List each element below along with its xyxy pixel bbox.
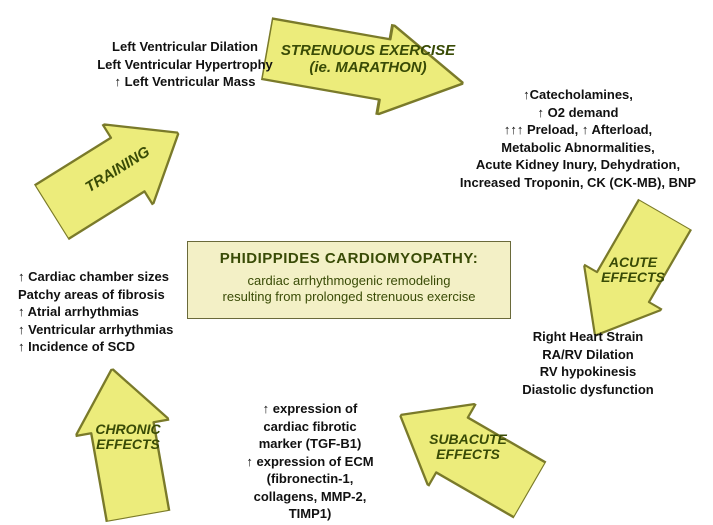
- center-subtitle: cardiac arrhythmogenic remodeling result…: [200, 273, 498, 306]
- center-title: PHIDIPPIDES CARDIOMYOPATHY:: [200, 250, 498, 267]
- text-top-left: Left Ventricular DilationLeft Ventricula…: [80, 38, 290, 91]
- text-bottom-center: ↑ expression ofcardiac fibroticmarker (T…: [215, 400, 405, 523]
- text-mid-left: ↑ Cardiac chamber sizesPatchy areas of f…: [18, 268, 218, 356]
- diagram-stage: STRENUOUS EXERCISE (ie. MARATHON) ACUTE …: [0, 0, 713, 525]
- arrow-subacute: [390, 405, 540, 500]
- arrow-training: [40, 125, 190, 220]
- arrow-strenuous: [265, 20, 465, 112]
- text-top-right: ↑Catecholamines,↑ O2 demand↑↑↑ Preload, …: [448, 86, 708, 191]
- arrow-chronic: [50, 395, 200, 490]
- text-mid-right: Right Heart StrainRA/RV DilationRV hypok…: [488, 328, 688, 398]
- center-box: PHIDIPPIDES CARDIOMYOPATHY: cardiac arrh…: [187, 241, 511, 319]
- arrow-acute: [560, 230, 700, 320]
